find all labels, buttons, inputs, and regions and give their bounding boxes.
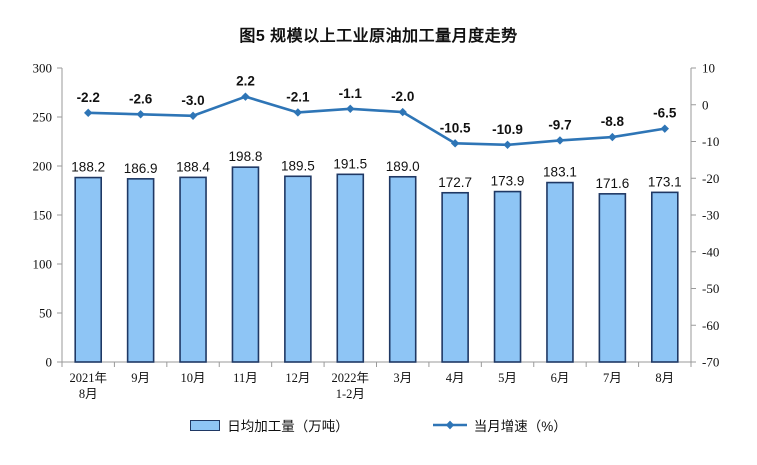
right-axis-tick-label: -40 [702, 244, 719, 259]
x-tick-label: 8月 [655, 371, 674, 385]
left-axis-tick-label: 250 [33, 110, 53, 125]
chart-title: 图5 规模以上工业原油加工量月度走势 [239, 28, 518, 45]
bar [179, 176, 207, 363]
line-value-label: -3.0 [181, 93, 204, 108]
bar-value-label: 189.0 [386, 159, 420, 174]
bar [126, 178, 155, 363]
x-tick-label: 9月 [131, 371, 150, 385]
left-axis-tick-label: 100 [33, 257, 53, 272]
right-axis-tick-label: 10 [702, 61, 715, 76]
line-series [84, 92, 669, 150]
bar-series [74, 166, 679, 363]
bar [284, 175, 312, 363]
line-value-label: 2.2 [236, 74, 255, 89]
left-axis-tick-label: 300 [33, 61, 53, 76]
left-axis-tick-label: 50 [39, 306, 52, 321]
bar-value-label: 188.4 [176, 159, 210, 174]
legend-line-swatch-icon [432, 419, 467, 431]
x-tick-label: 5月 [498, 371, 517, 385]
bar-value-label: 173.9 [491, 174, 525, 189]
x-tick-label: 11月 [233, 371, 258, 385]
bar-value-label: 198.8 [229, 149, 263, 164]
line-value-label: -9.7 [548, 117, 571, 132]
bar-value-label: 189.5 [281, 158, 315, 173]
line-value-label: -2.0 [391, 89, 414, 104]
line-value-label: -6.5 [653, 106, 677, 121]
bar-value-label: 186.9 [124, 161, 158, 176]
line-marker [555, 136, 565, 145]
line-marker [293, 108, 303, 117]
line-marker [84, 108, 93, 118]
x-tick-label: 4月 [446, 371, 465, 385]
bar [74, 176, 103, 363]
left-axis-tick-label: 200 [33, 159, 53, 174]
x-tick-label: 3月 [393, 371, 412, 385]
line-marker [660, 124, 669, 133]
line-value-labels: -2.2 -2.6 -3.0 2.2 -2.1 -1.1 -2.0 -10.5 -10.9 -9.… [77, 74, 677, 137]
line-marker [346, 104, 355, 113]
bar-value-label: 172.7 [438, 175, 472, 190]
right-axis-tick-label: -50 [702, 281, 719, 296]
bar [493, 190, 522, 363]
line-marker [608, 132, 617, 142]
line-marker [241, 92, 250, 101]
x-axis-tick-labels: 2021年 8月 9月 10月 11月 12月 2022年 1-2月 3月 4月 5月 6月 7月 8月 [69, 371, 674, 401]
bar-value-label: 191.5 [333, 156, 367, 171]
legend-bar-label: 日均加工量（万吨） [227, 419, 349, 434]
bar [546, 181, 574, 363]
x-tick-label: 2021年 8月 [69, 371, 107, 401]
left-axis-tick-label: 150 [33, 208, 53, 223]
line-marker [450, 139, 460, 148]
line-marker [188, 111, 198, 120]
bar [388, 175, 417, 363]
bar-value-labels: 188.2 186.9 188.4 198.8 189.5 191.5 189.0 172.7… [71, 149, 681, 191]
chart-legend: 日均加工量（万吨） 当月增速（%） [0, 415, 757, 435]
x-tick-label: 10月 [181, 371, 206, 385]
line-marker [503, 140, 512, 150]
bar [441, 191, 469, 363]
right-axis-tick-label: -70 [702, 355, 719, 370]
bar-value-label: 188.2 [71, 160, 105, 175]
bar-value-label: 183.1 [543, 165, 577, 180]
line-value-label: -2.2 [77, 90, 100, 105]
right-axis-tick-label: 0 [702, 97, 709, 112]
bar [650, 191, 679, 363]
legend-item-line: 当月增速（%） [432, 415, 567, 435]
line-value-label: -10.5 [440, 120, 471, 135]
bar [598, 193, 627, 363]
bar [336, 173, 365, 363]
trend-line [86, 95, 667, 147]
line-value-label: -8.8 [601, 114, 625, 129]
x-tick-label: 2022年 1-2月 [332, 371, 370, 401]
x-tick-label: 7月 [603, 371, 622, 385]
x-tick-label: 12月 [285, 371, 310, 385]
right-axis-tick-label: -10 [702, 134, 719, 149]
bar-value-label: 171.6 [595, 176, 629, 191]
legend-line-label: 当月增速（%） [473, 419, 567, 434]
line-value-label: -2.6 [129, 91, 153, 106]
bar-value-label: 173.1 [648, 174, 682, 189]
left-axis-tick-label: 0 [46, 355, 53, 370]
line-value-label: -2.1 [286, 89, 310, 104]
bar [231, 166, 260, 363]
right-axis-tick-label: -20 [702, 171, 719, 186]
right-axis-tick-label: -60 [702, 318, 719, 333]
legend-bar-swatch-icon [190, 419, 221, 431]
line-marker [398, 107, 407, 117]
line-value-label: -1.1 [339, 86, 363, 101]
right-axis-tick-label: -30 [702, 208, 719, 223]
legend-item-bar: 日均加工量（万吨） [190, 415, 349, 435]
x-tick-label: 6月 [551, 371, 570, 385]
line-marker [136, 110, 145, 119]
line-value-label: -10.9 [492, 122, 523, 137]
